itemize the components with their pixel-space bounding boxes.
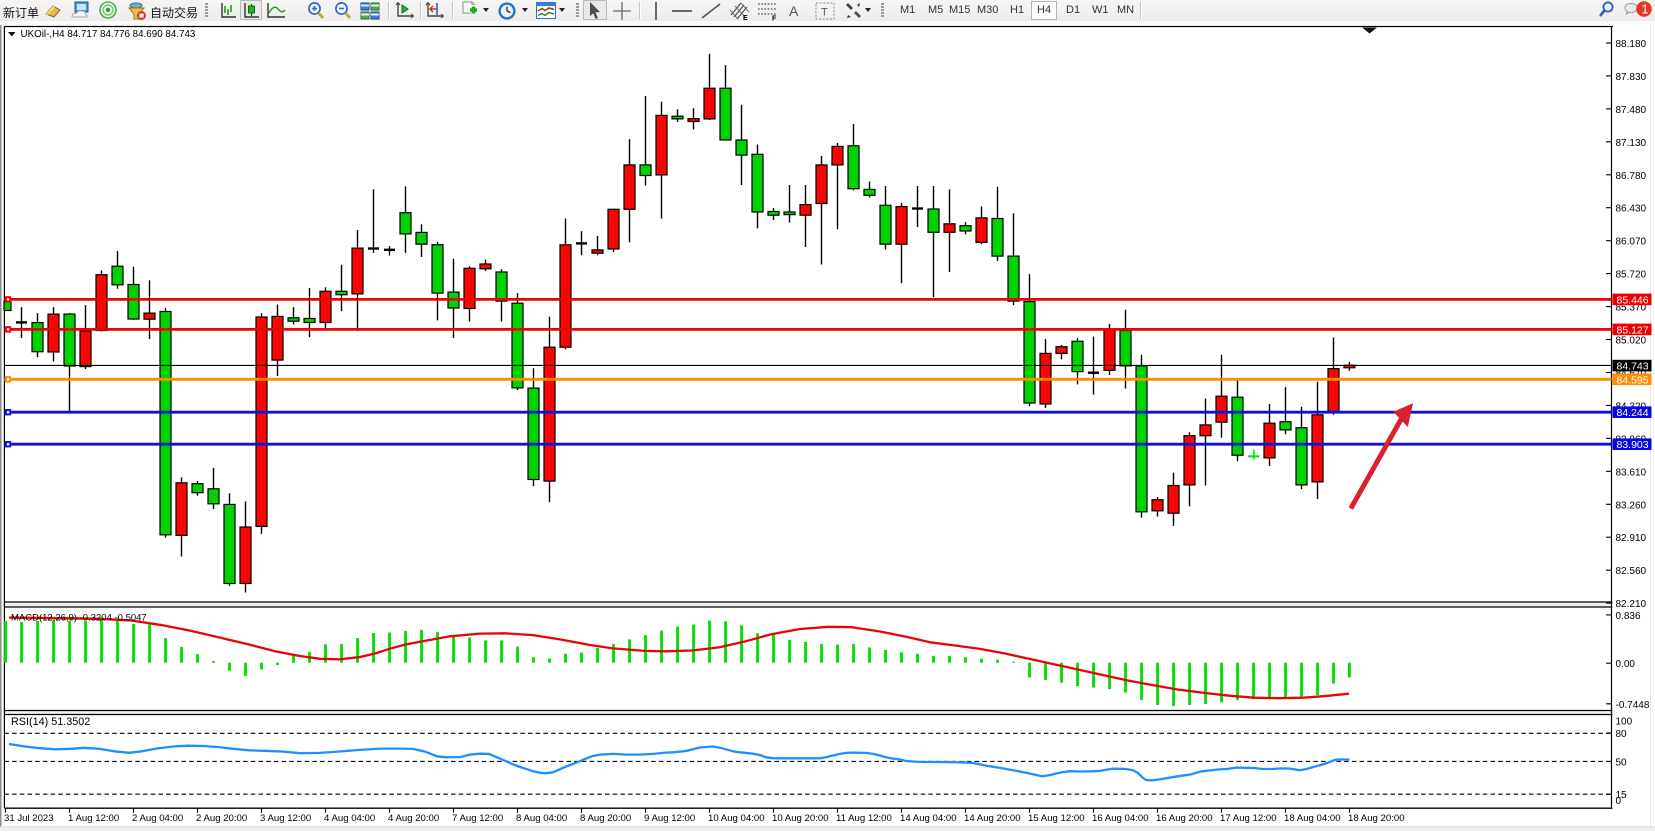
svg-text:82.560: 82.560 <box>1616 566 1647 577</box>
svg-text:83.610: 83.610 <box>1616 467 1647 478</box>
svg-text:8 Aug 20:00: 8 Aug 20:00 <box>580 813 631 824</box>
svg-text:50: 50 <box>1616 758 1628 769</box>
svg-text:31 Jul 2023: 31 Jul 2023 <box>4 813 54 824</box>
svg-text:4 Aug 04:00: 4 Aug 04:00 <box>324 813 375 824</box>
svg-text:100: 100 <box>1616 716 1633 727</box>
svg-text:85.020: 85.020 <box>1616 336 1647 347</box>
svg-text:85.446: 85.446 <box>1617 294 1649 306</box>
svg-text:0.00: 0.00 <box>1616 659 1636 670</box>
svg-text:84.743: 84.743 <box>1617 361 1649 373</box>
svg-text:82.910: 82.910 <box>1616 533 1647 544</box>
svg-text:87.830: 87.830 <box>1616 72 1647 83</box>
svg-text:14 Aug 04:00: 14 Aug 04:00 <box>900 813 957 824</box>
svg-text:14 Aug 20:00: 14 Aug 20:00 <box>964 813 1021 824</box>
svg-text:7 Aug 12:00: 7 Aug 12:00 <box>452 813 503 824</box>
svg-text:F: F <box>772 16 777 22</box>
svg-text:8 Aug 04:00: 8 Aug 04:00 <box>516 813 567 824</box>
svg-text:2 Aug 04:00: 2 Aug 04:00 <box>132 813 183 824</box>
svg-text:85.127: 85.127 <box>1617 324 1649 336</box>
svg-text:80: 80 <box>1616 729 1628 740</box>
svg-text:4 Aug 20:00: 4 Aug 20:00 <box>388 813 439 824</box>
svg-text:11 Aug 12:00: 11 Aug 12:00 <box>836 813 892 824</box>
svg-text:86.430: 86.430 <box>1616 204 1647 215</box>
svg-text:10 Aug 04:00: 10 Aug 04:00 <box>708 813 765 824</box>
svg-text:9 Aug 12:00: 9 Aug 12:00 <box>644 813 695 824</box>
svg-text:T: T <box>821 7 828 19</box>
svg-text:16 Aug 20:00: 16 Aug 20:00 <box>1156 813 1213 824</box>
svg-text:3 Aug 12:00: 3 Aug 12:00 <box>260 813 311 824</box>
svg-text:15 Aug 12:00: 15 Aug 12:00 <box>1028 813 1085 824</box>
svg-text:84.244: 84.244 <box>1617 407 1649 419</box>
svg-text:RSI(14) 51.3502: RSI(14) 51.3502 <box>11 716 90 728</box>
svg-text:18 Aug 20:00: 18 Aug 20:00 <box>1348 813 1405 824</box>
svg-text:E: E <box>743 15 748 21</box>
svg-text:-0.7448: -0.7448 <box>1616 700 1650 711</box>
svg-text:0.836: 0.836 <box>1616 611 1641 622</box>
svg-text:85.720: 85.720 <box>1616 270 1647 281</box>
svg-text:15: 15 <box>1616 790 1628 801</box>
svg-text:88.180: 88.180 <box>1616 39 1647 50</box>
svg-text:83.260: 83.260 <box>1616 500 1647 511</box>
svg-text:10 Aug 20:00: 10 Aug 20:00 <box>772 813 829 824</box>
svg-text:1: 1 <box>1642 3 1649 17</box>
svg-text:UKOil-,H4 84.717 84.776 84.69: UKOil-,H4 84.717 84.776 84.690 84.743 <box>21 29 196 40</box>
svg-text:MACD(12,26,9) -0.3204 -0.5047: MACD(12,26,9) -0.3204 -0.5047 <box>11 613 147 624</box>
svg-text:0: 0 <box>1616 796 1622 807</box>
svg-text:18 Aug 04:00: 18 Aug 04:00 <box>1284 813 1341 824</box>
svg-text:87.130: 87.130 <box>1616 138 1647 149</box>
svg-text:17 Aug 12:00: 17 Aug 12:00 <box>1220 813 1277 824</box>
svg-text:86.070: 86.070 <box>1616 237 1647 248</box>
svg-text:16 Aug 04:00: 16 Aug 04:00 <box>1092 813 1149 824</box>
svg-text:2 Aug 20:00: 2 Aug 20:00 <box>196 813 247 824</box>
svg-text:85.370: 85.370 <box>1616 303 1647 314</box>
svg-text:86.780: 86.780 <box>1616 171 1647 182</box>
svg-text:1 Aug 12:00: 1 Aug 12:00 <box>68 813 119 824</box>
svg-text:83.903: 83.903 <box>1617 439 1649 451</box>
svg-text:84.595: 84.595 <box>1617 374 1649 386</box>
svg-text:87.480: 87.480 <box>1616 105 1647 116</box>
svg-text:82.210: 82.210 <box>1616 599 1647 610</box>
